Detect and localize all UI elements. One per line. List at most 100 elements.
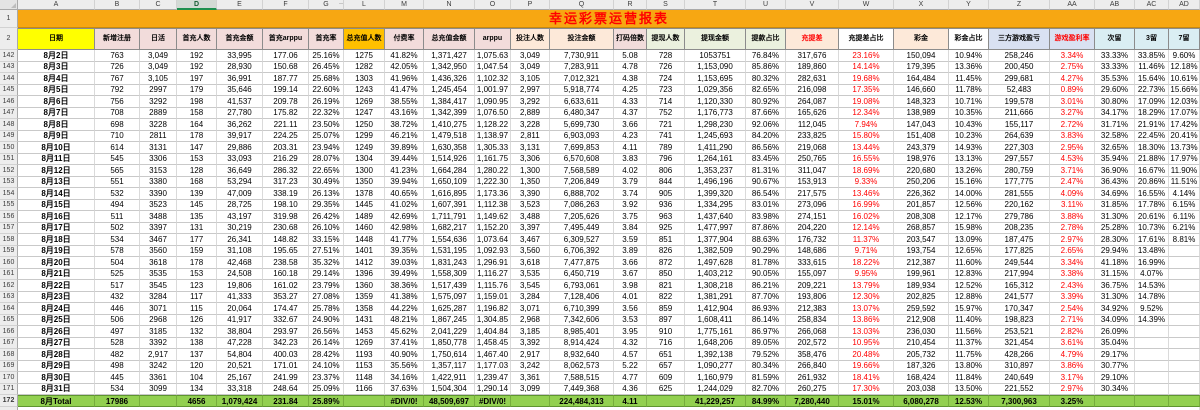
cell[interactable]: 38,804	[217, 326, 263, 338]
cell[interactable]: 23.16%	[839, 50, 894, 62]
cell[interactable]: 34.92%	[1095, 303, 1135, 315]
header-cell[interactable]: 首充arppu	[263, 28, 309, 50]
cell[interactable]: 4656	[177, 395, 217, 407]
cell[interactable]: 18.29%	[1135, 107, 1169, 119]
cell[interactable]: 1,867,245	[424, 314, 475, 326]
cell[interactable]: 3.92	[614, 199, 647, 211]
cell[interactable]: 8月19日	[18, 245, 95, 257]
cell[interactable]: 4.11	[614, 395, 647, 407]
cell[interactable]: 33,093	[217, 153, 263, 165]
cell[interactable]: 10.35%	[949, 107, 989, 119]
column-letter[interactable]: R	[614, 0, 647, 10]
cell[interactable]: 197	[177, 73, 217, 85]
cell[interactable]: 43,197	[217, 211, 263, 223]
cell[interactable]: 3,105	[511, 73, 550, 85]
cell[interactable]: 39.03%	[385, 257, 424, 269]
cell[interactable]: 37.41%	[385, 337, 424, 349]
column-letter[interactable]: AB	[1095, 0, 1135, 10]
cell[interactable]: 82.65%	[746, 84, 786, 96]
cell[interactable]: 1,496,196	[685, 176, 746, 188]
cell[interactable]: 26.56%	[309, 326, 344, 338]
cell[interactable]: 26.42%	[309, 211, 344, 223]
cell[interactable]: 708	[95, 107, 140, 119]
cell[interactable]: 6,706,392	[550, 245, 614, 257]
cell[interactable]: 4.33	[614, 96, 647, 108]
cell[interactable]: 14.14%	[839, 61, 894, 73]
cell[interactable]: 19.08%	[839, 96, 894, 108]
column-letter[interactable]: Z	[989, 0, 1050, 10]
cell[interactable]: 3.34%	[1050, 50, 1095, 62]
cell[interactable]: 187,475	[989, 234, 1050, 246]
cell[interactable]: 27.08%	[309, 291, 344, 303]
cell[interactable]: 7,012,321	[550, 73, 614, 85]
cell[interactable]: 48,509,697	[424, 395, 475, 407]
cell[interactable]: 4.57	[614, 349, 647, 361]
cell[interactable]: 35.32%	[309, 257, 344, 269]
cell[interactable]: 6,793,061	[550, 280, 614, 292]
cell[interactable]: 2,997	[511, 84, 550, 96]
cell[interactable]: 226,362	[894, 188, 949, 200]
cell[interactable]	[1169, 314, 1200, 326]
cell[interactable]: 2,968	[511, 314, 550, 326]
cell[interactable]: 821	[647, 280, 685, 292]
cell[interactable]: 253,521	[989, 326, 1050, 338]
cell[interactable]: 1,750,614	[424, 349, 475, 361]
header-cell[interactable]: 提现金额	[685, 28, 746, 50]
cell[interactable]: 13.46%	[839, 188, 894, 200]
cell[interactable]: 1,404.84	[475, 326, 511, 338]
column-letter[interactable]: F	[263, 0, 309, 10]
cell[interactable]: 171.01	[263, 360, 309, 372]
cell[interactable]: 3.83%	[1050, 130, 1095, 142]
column-letter[interactable]: C	[140, 0, 177, 10]
cell[interactable]: 38.72%	[385, 119, 424, 131]
cell[interactable]: 14.39%	[1135, 314, 1169, 326]
cell[interactable]: 86.93%	[746, 303, 786, 315]
cell[interactable]: 3.56	[614, 303, 647, 315]
cell[interactable]: 86.97%	[746, 326, 786, 338]
cell[interactable]: 13.07%	[839, 303, 894, 315]
cell[interactable]: 6,710,399	[550, 303, 614, 315]
cell[interactable]: 17.42%	[1169, 119, 1200, 131]
header-cell[interactable]: 总充值人数	[344, 28, 385, 50]
cell[interactable]: 1250	[344, 119, 385, 131]
cell[interactable]: 756	[95, 96, 140, 108]
column-letter[interactable]: AC	[1135, 0, 1169, 10]
cell[interactable]: 39.44%	[385, 153, 424, 165]
cell[interactable]: 3361	[140, 372, 177, 384]
cell[interactable]: 84.20%	[746, 130, 786, 142]
cell[interactable]: 565	[95, 165, 140, 177]
cell[interactable]	[1169, 303, 1200, 315]
select-all-corner[interactable]	[0, 0, 18, 10]
cell[interactable]	[1135, 337, 1169, 349]
cell[interactable]: 3397	[140, 222, 177, 234]
cell[interactable]: 13.80%	[949, 360, 989, 372]
cell[interactable]: 2.43%	[1050, 280, 1095, 292]
cell[interactable]: 48.21%	[385, 314, 424, 326]
cell[interactable]: 264,087	[786, 96, 839, 108]
cell[interactable]: 28.07%	[309, 153, 344, 165]
cell[interactable]: 1,092.93	[475, 245, 511, 257]
row-number[interactable]: 165	[0, 314, 18, 326]
cell[interactable]: 117	[177, 291, 217, 303]
cell[interactable]: 18.69%	[839, 165, 894, 177]
cell[interactable]: 279,786	[989, 211, 1050, 223]
cell[interactable]: 3,306	[511, 153, 550, 165]
header-cell[interactable]: 提款占比	[746, 28, 786, 50]
cell[interactable]: 86.56%	[746, 142, 786, 154]
cell[interactable]: 1,410,275	[424, 119, 475, 131]
cell[interactable]: 20,521	[217, 360, 263, 372]
cell[interactable]: 41.38%	[385, 291, 424, 303]
cell[interactable]: 789	[647, 142, 685, 154]
cell[interactable]: 3131	[140, 142, 177, 154]
cell[interactable]: 1,384,417	[424, 96, 475, 108]
cell[interactable]: 3.79	[614, 176, 647, 188]
cell[interactable]: 317.23	[263, 176, 309, 188]
cell[interactable]: 1,711,791	[424, 211, 475, 223]
cell[interactable]: 32.65%	[1095, 142, 1135, 154]
cell[interactable]: 1,353,237	[685, 165, 746, 177]
row-number[interactable]: 154	[0, 188, 18, 200]
cell[interactable]: 910	[647, 326, 685, 338]
cell[interactable]: 43.16%	[385, 107, 424, 119]
cell[interactable]: 20.48%	[839, 349, 894, 361]
cell[interactable]: 10.95%	[839, 337, 894, 349]
